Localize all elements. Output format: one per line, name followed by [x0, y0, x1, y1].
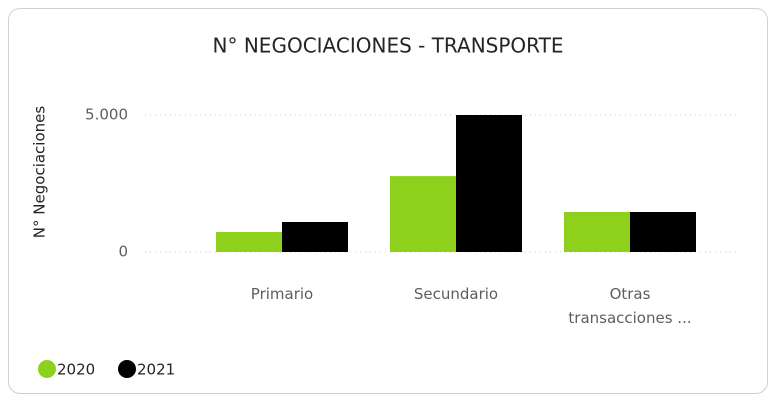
- bar: [390, 176, 456, 252]
- x-tick-label: Otras transacciones ...: [568, 285, 692, 327]
- bar: [630, 211, 696, 252]
- bar: [456, 115, 522, 252]
- bar: [282, 221, 348, 252]
- y-tick-label: 0: [118, 243, 128, 261]
- x-tick-label: Primario: [250, 285, 314, 303]
- x-tick-label: Secundario: [413, 285, 499, 303]
- legend-label: 2021: [137, 361, 175, 379]
- bar: [564, 211, 630, 252]
- y-tick-label: 5.000: [85, 106, 128, 124]
- legend-marker: [38, 360, 56, 378]
- bar: [216, 231, 282, 252]
- legend-marker: [118, 360, 136, 378]
- legend-label: 2020: [57, 361, 95, 379]
- card-border: [8, 8, 768, 394]
- y-axis-label: N° Negociaciones: [31, 106, 49, 239]
- chart-title: N° NEGOCIACIONES - TRANSPORTE: [213, 34, 564, 58]
